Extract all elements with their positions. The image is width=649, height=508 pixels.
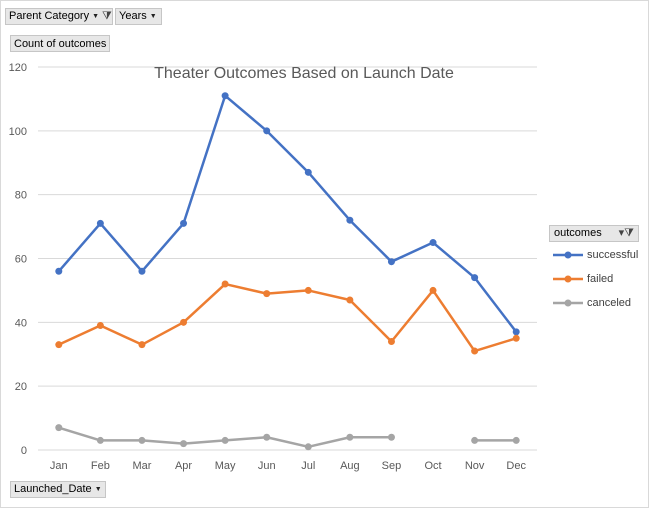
dropdown-arrow-icon: ▼ — [149, 13, 157, 20]
parent-category-filter-button[interactable]: Parent Category ▼ ⧩ — [5, 8, 113, 25]
data-point-failed — [471, 347, 479, 355]
dropdown-arrow-icon: ▼ — [92, 13, 100, 20]
x-tick-label: Mar — [132, 460, 151, 472]
value-field-label: Count of outcomes — [14, 38, 107, 50]
legend-item-failed: failed — [549, 268, 639, 290]
filter-funnel-icon: ⧩ — [102, 10, 112, 22]
x-tick-label: Apr — [175, 460, 192, 472]
data-point-successful — [429, 239, 437, 247]
legend-title: outcomes — [554, 227, 602, 239]
y-tick-label: 60 — [15, 254, 27, 266]
legend-label: canceled — [587, 297, 632, 309]
data-point-canceled — [512, 436, 520, 444]
legend-label: failed — [587, 273, 614, 285]
y-tick-label: 120 — [9, 62, 27, 74]
data-point-canceled — [221, 436, 229, 444]
data-point-failed — [387, 337, 395, 345]
data-point-canceled — [55, 424, 63, 432]
legend-swatch — [553, 299, 583, 307]
x-tick-label: Jul — [301, 460, 315, 472]
launched-date-field-button[interactable]: Launched_Date ▼ — [10, 481, 106, 498]
data-point-canceled — [471, 436, 479, 444]
series-line-failed — [58, 282, 517, 353]
legend-swatch — [553, 275, 583, 283]
data-point-failed — [429, 286, 437, 294]
x-tick-label: Nov — [465, 460, 485, 472]
y-tick-label: 100 — [9, 126, 27, 138]
data-point-successful — [387, 258, 395, 266]
y-tick-label: 40 — [15, 317, 27, 329]
data-point-successful — [471, 274, 479, 282]
data-point-successful — [346, 216, 354, 224]
data-point-failed — [304, 286, 312, 294]
data-point-failed — [512, 334, 520, 342]
years-label: Years — [119, 10, 147, 22]
data-point-successful — [512, 328, 520, 336]
value-field-button[interactable]: Count of outcomes — [10, 35, 111, 52]
y-tick-label: 20 — [15, 381, 27, 393]
data-point-canceled — [263, 433, 271, 441]
data-point-canceled — [180, 440, 188, 448]
data-point-successful — [304, 168, 312, 176]
data-point-failed — [55, 341, 63, 349]
y-tick-label: 80 — [15, 190, 27, 202]
data-point-successful — [96, 219, 104, 227]
data-point-successful — [180, 219, 188, 227]
data-point-failed — [138, 341, 146, 349]
series-line-successful — [57, 94, 518, 333]
x-tick-label: Sep — [382, 460, 402, 472]
x-tick-label: May — [215, 460, 236, 472]
x-tick-label: Aug — [340, 460, 360, 472]
data-point-failed — [96, 322, 104, 330]
legend-item-successful: successful — [549, 244, 639, 266]
dropdown-arrow-icon: ▼ — [94, 486, 102, 493]
parent-category-label: Parent Category — [9, 10, 90, 22]
legend-item-canceled: canceled — [549, 292, 639, 314]
data-point-successful — [263, 127, 271, 135]
legend: outcomes ▾⧩ successful failed canceled — [549, 225, 639, 314]
years-filter-button[interactable]: Years ▼ — [115, 8, 162, 25]
data-point-successful — [221, 92, 229, 100]
x-tick-label: Feb — [91, 460, 110, 472]
data-point-failed — [221, 280, 229, 288]
filter-funnel-icon: ▾⧩ — [618, 227, 634, 239]
data-point-failed — [180, 318, 188, 326]
data-point-failed — [346, 296, 354, 304]
chart-title: Theater Outcomes Based on Launch Date — [154, 65, 454, 82]
launched-date-label: Launched_Date — [14, 483, 92, 495]
x-tick-label: Jun — [258, 460, 276, 472]
x-tick-label: Jan — [50, 460, 68, 472]
legend-header-button[interactable]: outcomes ▾⧩ — [549, 225, 639, 242]
data-point-failed — [263, 290, 271, 298]
data-point-canceled — [138, 436, 146, 444]
x-tick-label: Oct — [424, 460, 441, 472]
data-point-canceled — [304, 443, 312, 451]
legend-label: successful — [587, 249, 639, 261]
y-tick-label: 0 — [21, 445, 27, 457]
data-point-canceled — [96, 436, 104, 444]
data-point-canceled — [346, 433, 354, 441]
data-point-successful — [138, 267, 146, 275]
data-point-successful — [55, 267, 63, 275]
x-tick-label: Dec — [506, 460, 526, 472]
data-point-canceled — [387, 433, 395, 441]
legend-swatch — [553, 251, 583, 259]
